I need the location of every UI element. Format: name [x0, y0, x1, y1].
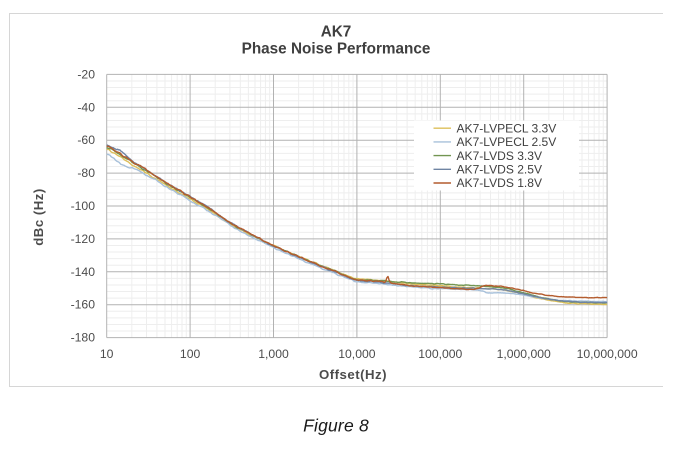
svg-text:10: 10	[100, 347, 114, 361]
svg-text:-60: -60	[77, 133, 95, 147]
svg-text:-20: -20	[77, 67, 95, 81]
svg-text:10,000: 10,000	[338, 347, 375, 361]
svg-text:10,000,000: 10,000,000	[577, 347, 638, 361]
svg-text:-180: -180	[71, 331, 96, 345]
svg-text:-120: -120	[71, 232, 96, 246]
svg-text:AK7-LVDS 3.3V: AK7-LVDS 3.3V	[457, 149, 543, 163]
svg-text:-40: -40	[77, 100, 95, 114]
svg-text:AK7-LVDS 1.8V: AK7-LVDS 1.8V	[457, 176, 543, 190]
svg-text:-160: -160	[71, 298, 96, 312]
svg-text:AK7-LVPECL 2.5V: AK7-LVPECL 2.5V	[457, 135, 557, 149]
svg-text:-100: -100	[71, 199, 96, 213]
svg-text:AK7-LVDS 2.5V: AK7-LVDS 2.5V	[457, 163, 543, 177]
svg-text:-80: -80	[77, 166, 95, 180]
svg-text:1,000,000: 1,000,000	[497, 347, 551, 361]
svg-text:dBc (Hz): dBc (Hz)	[31, 188, 46, 245]
svg-text:100,000: 100,000	[418, 347, 462, 361]
svg-text:AK7-LVPECL 3.3V: AK7-LVPECL 3.3V	[457, 121, 557, 135]
svg-text:Offset(Hz): Offset(Hz)	[319, 367, 387, 382]
svg-text:-140: -140	[71, 265, 96, 279]
svg-text:AK7: AK7	[321, 24, 352, 41]
svg-text:Figure 8: Figure 8	[303, 416, 369, 436]
svg-text:1,000: 1,000	[258, 347, 289, 361]
svg-text:100: 100	[180, 347, 201, 361]
svg-text:Phase Noise Performance: Phase Noise Performance	[242, 41, 431, 58]
